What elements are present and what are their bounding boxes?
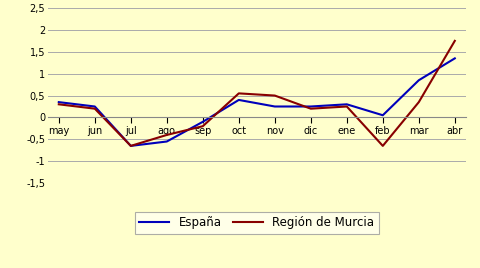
Región de Murcia <box>344 105 349 108</box>
Legend: España, Región de Murcia: España, Región de Murcia <box>135 212 379 234</box>
Line: España: España <box>59 58 455 146</box>
España <box>272 105 277 108</box>
Región de Murcia <box>200 125 205 128</box>
Región de Murcia <box>380 144 385 147</box>
Región de Murcia <box>272 94 277 97</box>
España <box>236 98 241 102</box>
Región de Murcia <box>164 133 169 137</box>
España <box>380 114 385 117</box>
Región de Murcia <box>128 144 133 147</box>
España <box>200 120 205 124</box>
España <box>164 140 169 143</box>
España <box>344 103 349 106</box>
España <box>452 57 457 60</box>
España <box>128 144 133 147</box>
Región de Murcia <box>92 107 97 110</box>
España <box>92 105 97 108</box>
España <box>416 79 421 82</box>
Line: Región de Murcia: Región de Murcia <box>59 41 455 146</box>
Región de Murcia <box>308 107 313 110</box>
España <box>308 105 313 108</box>
Región de Murcia <box>416 100 421 104</box>
Región de Murcia <box>236 92 241 95</box>
España <box>56 100 61 104</box>
Región de Murcia <box>56 103 61 106</box>
Región de Murcia <box>452 39 457 42</box>
